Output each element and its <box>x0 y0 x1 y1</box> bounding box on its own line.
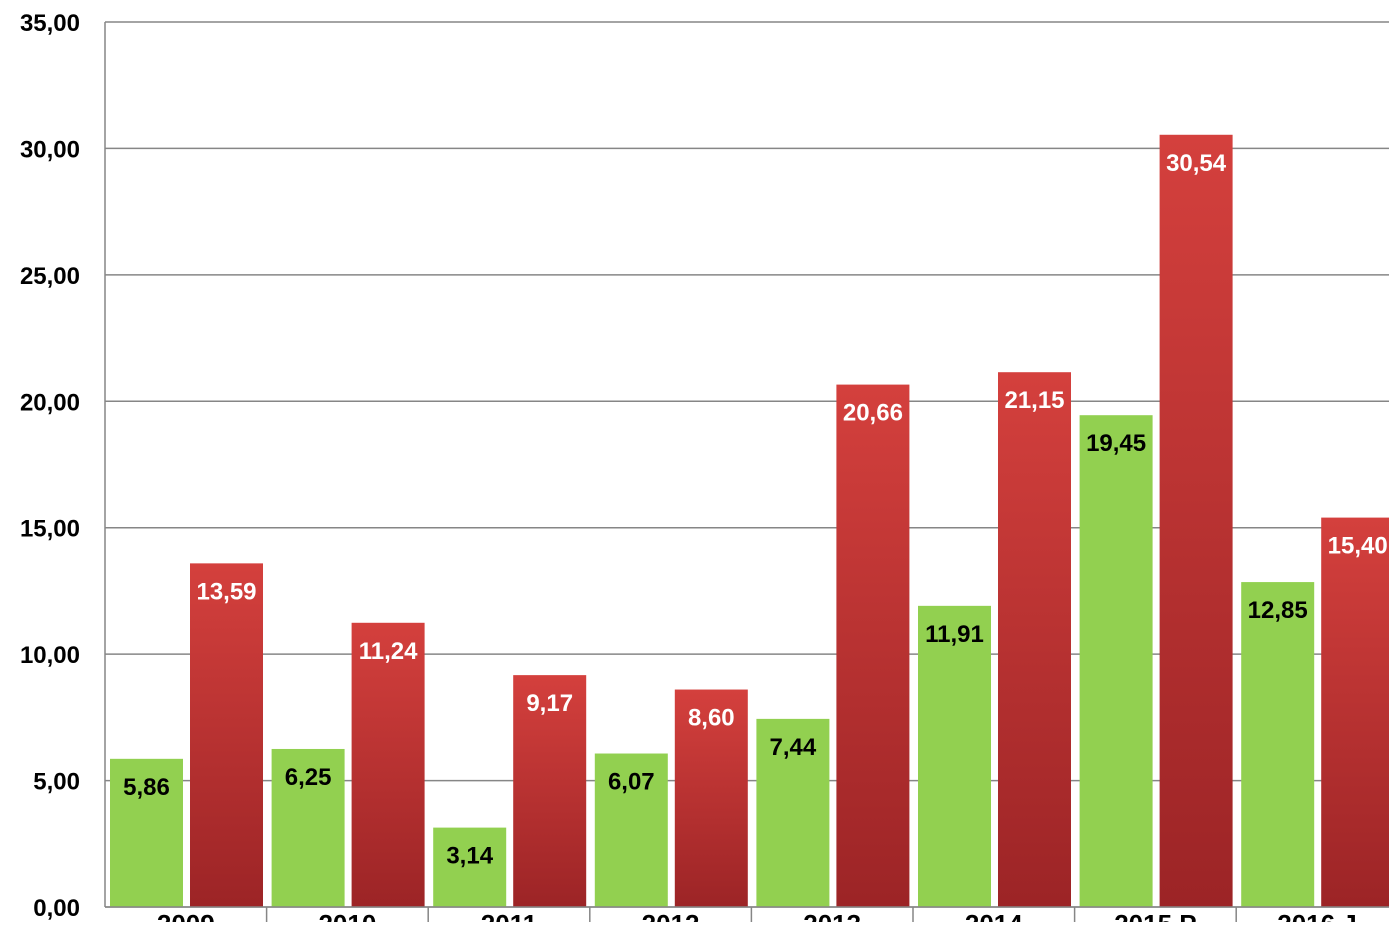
data-label: 19,45 <box>1086 430 1146 457</box>
bar-red <box>998 372 1071 907</box>
bar-green <box>918 605 991 907</box>
y-tick-label: 15,00 <box>20 516 80 543</box>
x-tick-label: 2011 <box>481 909 537 922</box>
data-label: 11,24 <box>359 638 418 665</box>
bar-red <box>1159 134 1233 907</box>
data-label: 12,85 <box>1248 597 1308 624</box>
data-label: 5,86 <box>123 774 170 801</box>
x-tick-label: 2012 <box>642 909 700 922</box>
data-label: 20,66 <box>843 400 903 427</box>
data-label: 6,07 <box>608 769 655 796</box>
bar-red <box>351 622 425 907</box>
data-label: 8,60 <box>688 705 735 732</box>
bars <box>110 134 1389 907</box>
data-label: 21,15 <box>1004 387 1064 414</box>
y-tick-label: 25,00 <box>20 263 80 290</box>
y-tick-label: 5,00 <box>33 769 80 796</box>
bar-red <box>674 689 748 907</box>
x-tick-label: 2009 <box>157 909 215 922</box>
bar-red <box>513 675 587 907</box>
y-tick-label: 0,00 <box>33 895 80 922</box>
bar-green <box>1079 415 1153 907</box>
data-label: 30,54 <box>1166 150 1227 177</box>
data-label: 11,91 <box>925 621 984 648</box>
bar-green <box>433 827 507 907</box>
bar-green <box>110 758 183 907</box>
data-label: 13,59 <box>196 578 256 605</box>
data-label: 7,44 <box>770 734 817 761</box>
y-tick-label: 20,00 <box>20 389 80 416</box>
y-tick-label: 10,00 <box>20 642 80 669</box>
data-label: 15,40 <box>1328 533 1388 560</box>
data-labels: 5,86 13,59 6,25 11,24 3,14 9,17 6,07 8,60 7,44 20… <box>123 150 1388 870</box>
x-tick-label: 2013 <box>803 909 861 922</box>
x-tick-label: 2015 P <box>1114 909 1196 922</box>
bar-green <box>271 748 345 907</box>
data-label: 3,14 <box>446 843 493 870</box>
y-tick-label: 30,00 <box>20 136 80 163</box>
x-tick-label: 2016 J <box>1277 909 1357 922</box>
x-axis-ticks: 2009 2010 2011 2012 2013 2014 2015 P 2016 J <box>105 906 1389 927</box>
bar-red <box>1321 517 1389 907</box>
bar-green <box>594 753 668 907</box>
y-axis-ticks: 0,00 5,00 10,00 15,00 20,00 25,00 30,00 35,00 <box>20 10 80 922</box>
data-label: 9,17 <box>526 690 573 717</box>
bar-green <box>1241 582 1315 907</box>
data-label: 6,25 <box>285 764 332 791</box>
x-tick-label: 2014 <box>965 909 1023 922</box>
y-tick-label: 35,00 <box>20 10 80 37</box>
bar-green <box>756 718 830 907</box>
x-tick-label: 2010 <box>318 909 376 922</box>
bar-red <box>836 384 910 907</box>
bar-red <box>190 563 263 907</box>
